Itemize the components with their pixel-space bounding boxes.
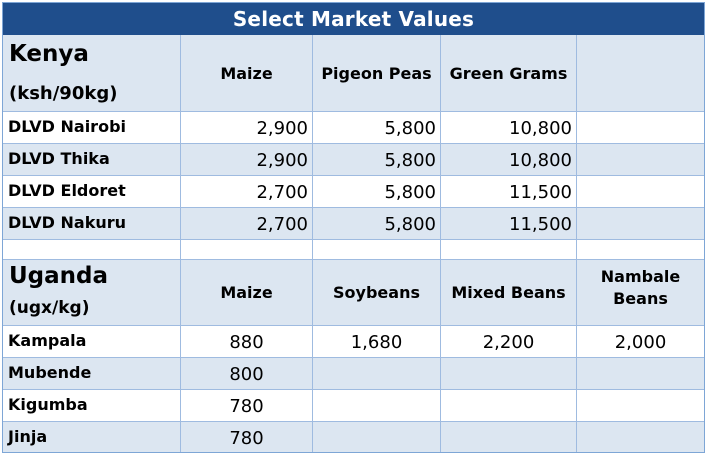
table-title: Select Market Values (3, 3, 704, 35)
price-cell: 10,800 (441, 144, 577, 175)
kenya-country-label: Kenya (9, 41, 89, 67)
kenya-country-cell: Kenya (ksh/90kg) (3, 35, 181, 111)
price-cell: 2,700 (181, 208, 313, 239)
kenya-unit-label: (ksh/90kg) (9, 83, 118, 104)
uganda-unit-label: (ugx/kg) (9, 298, 90, 318)
market-name: DLVD Thika (3, 144, 181, 175)
table-row: Kigumba 780 (3, 390, 704, 422)
market-name: Mubende (3, 358, 181, 389)
uganda-col-nambale-line1: Nambale (600, 267, 681, 286)
spacer-cell (441, 240, 577, 259)
table-row: DLVD Eldoret 2,700 5,800 11,500 (3, 176, 704, 208)
market-name: Jinja (3, 422, 181, 452)
kenya-col-empty (577, 35, 704, 111)
price-cell: 2,900 (181, 112, 313, 143)
price-cell: 2,700 (181, 176, 313, 207)
price-cell (441, 358, 577, 389)
market-name: Kampala (3, 326, 181, 357)
price-cell (313, 390, 441, 421)
price-cell (577, 176, 704, 207)
price-cell: 800 (181, 358, 313, 389)
price-cell (441, 422, 577, 452)
market-name: Kigumba (3, 390, 181, 421)
price-cell: 5,800 (313, 208, 441, 239)
spacer-cell (313, 240, 441, 259)
price-cell: 1,680 (313, 326, 441, 357)
price-cell (313, 422, 441, 452)
price-cell: 2,000 (614, 332, 667, 353)
table-row: Mubende 800 (3, 358, 704, 390)
uganda-col-maize: Maize (181, 260, 313, 325)
price-cell (313, 358, 441, 389)
uganda-header-row: Uganda (ugx/kg) Maize Soybeans Mixed Bea… (3, 260, 704, 326)
price-cell (577, 358, 704, 389)
table-row: Jinja 780 (3, 422, 704, 452)
uganda-col-soybeans: Soybeans (313, 260, 441, 325)
table-row: Kampala 880 1,680 2,200 2,000 (3, 326, 704, 358)
uganda-col-nambale-line2: Beans (613, 289, 668, 308)
price-cell: 780 (181, 422, 313, 452)
price-cell: 5,800 (313, 144, 441, 175)
price-cell: 5,800 (313, 112, 441, 143)
spacer-cell (577, 240, 704, 259)
price-cell (577, 208, 704, 239)
kenya-col-pigeon-peas: Pigeon Peas (313, 35, 441, 111)
market-name: DLVD Nakuru (3, 208, 181, 239)
uganda-col-mixed-beans: Mixed Beans (441, 260, 577, 325)
market-name: DLVD Eldoret (3, 176, 181, 207)
price-cell: 5,800 (313, 176, 441, 207)
uganda-country-label: Uganda (9, 263, 109, 289)
price-cell (577, 112, 704, 143)
price-cell: 780 (181, 390, 313, 421)
spacer-row (3, 240, 704, 260)
uganda-country-cell: Uganda (ugx/kg) (3, 260, 181, 325)
price-cell: 10,800 (441, 112, 577, 143)
kenya-col-maize: Maize (181, 35, 313, 111)
spacer-cell (3, 240, 181, 259)
price-cell: 2,200 (441, 326, 577, 357)
kenya-header-row: Kenya (ksh/90kg) Maize Pigeon Peas Green… (3, 35, 704, 112)
market-name: DLVD Nairobi (3, 112, 181, 143)
price-cell (577, 144, 704, 175)
uganda-col-nambale-beans: Nambale Beans (577, 260, 704, 325)
price-cell: 11,500 (441, 176, 577, 207)
spacer-cell (181, 240, 313, 259)
price-cell: 11,500 (441, 208, 577, 239)
price-cell (577, 390, 704, 421)
table-row: DLVD Nakuru 2,700 5,800 11,500 (3, 208, 704, 240)
price-cell (577, 422, 704, 452)
kenya-col-green-grams: Green Grams (441, 35, 577, 111)
price-cell: 880 (181, 326, 313, 357)
price-cell (441, 390, 577, 421)
table-row: DLVD Nairobi 2,900 5,800 10,800 (3, 112, 704, 144)
table-row: DLVD Thika 2,900 5,800 10,800 (3, 144, 704, 176)
price-cell: 2,900 (181, 144, 313, 175)
